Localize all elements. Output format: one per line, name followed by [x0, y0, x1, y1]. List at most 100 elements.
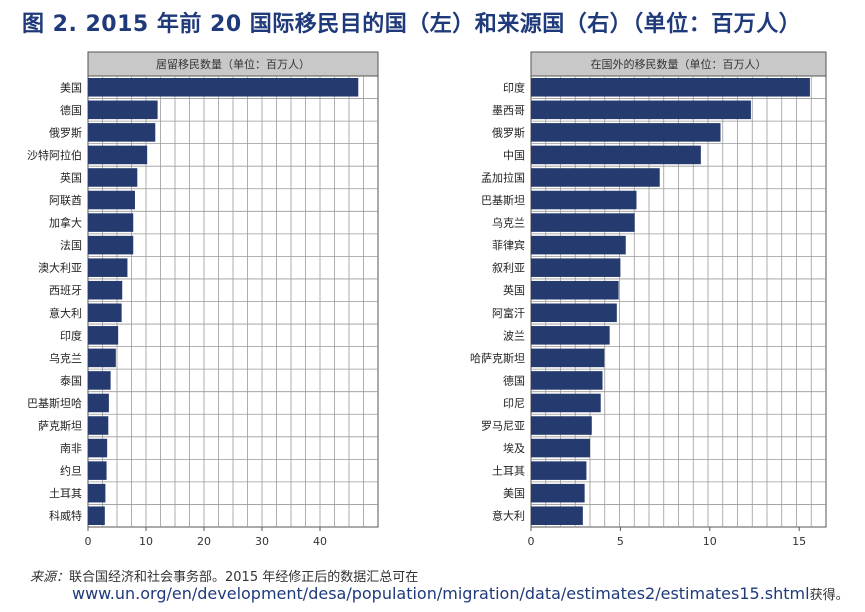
- left-bar: [88, 123, 156, 142]
- left-tick-label: 10: [139, 535, 153, 548]
- right-bar: [531, 145, 701, 165]
- right-category-label: 埃及: [503, 441, 525, 455]
- right-category-label: 巴基斯坦: [481, 193, 525, 207]
- left-tick-label: 40: [313, 535, 327, 548]
- left-category-label: 法国: [60, 238, 82, 252]
- right-chart-title: 在国外的移民数量（单位：百万人）: [591, 57, 767, 71]
- right-chart-header: [530, 51, 827, 77]
- left-category-label: 沙特阿拉伯: [27, 148, 82, 162]
- source-note: 来源：联合国经济和社会事务部。2015 年经修正后的数据汇总可在: [30, 566, 418, 585]
- left-bar: [88, 235, 134, 255]
- right-bar: [531, 348, 605, 368]
- right-category-label: 意大利: [492, 509, 525, 523]
- right-tick-label: 0: [528, 535, 535, 548]
- right-category-label: 印度: [503, 80, 525, 94]
- right-category-label: 土耳其: [492, 465, 525, 478]
- right-category-label: 美国: [503, 487, 525, 500]
- left-bar: [88, 168, 138, 187]
- right-bar: [531, 371, 603, 390]
- right-category-label: 波兰: [503, 329, 525, 342]
- left-bar: [88, 483, 106, 503]
- left-category-label: 南非: [60, 442, 82, 455]
- right-bar: [531, 235, 626, 255]
- right-tick-label: 5: [617, 535, 624, 548]
- left-category-label: 巴基斯坦哈: [27, 396, 82, 410]
- left-category-label: 科威特: [49, 509, 82, 523]
- left-category-label: 阿联酋: [49, 193, 82, 207]
- right-category-label: 英国: [503, 283, 525, 297]
- source-text: 联合国经济和社会事务部。2015 年经修正后的数据汇总可在: [69, 570, 419, 585]
- source-url-suffix: 获得。: [809, 588, 849, 603]
- right-bar: [531, 326, 610, 345]
- left-category-label: 美国: [60, 81, 82, 94]
- left-category-label: 约旦: [60, 465, 82, 478]
- right-bar: [531, 100, 751, 120]
- left-chart-header: [87, 51, 379, 77]
- right-category-label: 乌克兰: [492, 216, 525, 230]
- left-tick-label: 0: [85, 535, 92, 548]
- left-category-label: 加拿大: [49, 216, 82, 230]
- left-bar: [88, 393, 109, 413]
- left-category-label: 澳大利亚: [38, 261, 82, 275]
- left-bar: [88, 461, 107, 480]
- left-category-label: 西班牙: [49, 284, 82, 297]
- right-category-label: 墨西哥: [492, 104, 525, 117]
- left-bar: [88, 506, 105, 525]
- right-bar: [531, 461, 587, 480]
- right-bar: [531, 393, 601, 413]
- source-label: 来源：: [30, 570, 70, 585]
- left-category-label: 泰国: [60, 373, 82, 387]
- right-bar: [531, 168, 660, 187]
- left-category-label: 乌克兰: [49, 351, 82, 365]
- right-bar: [531, 78, 810, 97]
- right-bar: [531, 506, 583, 525]
- left-bar: [88, 78, 359, 97]
- right-category-label: 俄罗斯: [492, 126, 525, 139]
- left-category-label: 俄罗斯: [49, 126, 82, 139]
- left-bar: [88, 438, 108, 458]
- right-category-label: 阿富汗: [492, 306, 525, 320]
- right-category-label: 哈萨克斯坦: [470, 351, 525, 365]
- left-category-label: 意大利: [49, 306, 82, 320]
- left-bar: [88, 416, 109, 435]
- right-category-label: 孟加拉国: [481, 170, 525, 184]
- right-bar: [531, 123, 721, 142]
- left-chart-title: 居留移民数量（单位：百万人）: [156, 57, 310, 71]
- right-bar: [531, 416, 592, 435]
- left-bar: [88, 303, 122, 323]
- right-category-label: 印尼: [503, 397, 525, 410]
- left-bar: [88, 100, 158, 120]
- right-category-label: 罗马尼亚: [481, 420, 525, 433]
- right-bar: [531, 483, 585, 503]
- left-tick-label: 20: [197, 535, 211, 548]
- left-tick-label: 30: [255, 535, 269, 548]
- right-bar: [531, 280, 619, 300]
- left-category-label: 萨克斯坦: [38, 419, 82, 433]
- left-bar: [88, 145, 148, 165]
- left-bar: [88, 348, 116, 368]
- right-bar: [531, 258, 621, 277]
- right-bar: [531, 303, 617, 323]
- left-bar: [88, 326, 119, 345]
- left-category-label: 印度: [60, 328, 82, 342]
- right-category-label: 德国: [503, 373, 525, 387]
- right-bar: [531, 438, 590, 458]
- source-url-line: www.un.org/en/development/desa/populatio…: [72, 584, 849, 603]
- left-bar: [88, 213, 134, 232]
- left-bar: [88, 280, 123, 300]
- left-category-label: 德国: [60, 103, 82, 117]
- left-bar: [88, 371, 111, 390]
- right-bar: [531, 190, 637, 210]
- left-bar: [88, 190, 135, 210]
- right-tick-label: 10: [703, 535, 717, 548]
- right-category-label: 中国: [503, 149, 525, 162]
- right-category-label: 菲律宾: [492, 238, 525, 252]
- right-category-label: 叙利亚: [492, 261, 525, 275]
- right-tick-label: 15: [792, 535, 806, 548]
- left-bar: [88, 258, 128, 277]
- left-category-label: 英国: [60, 170, 82, 184]
- left-category-label: 土耳其: [49, 487, 82, 500]
- source-url[interactable]: www.un.org/en/development/desa/populatio…: [72, 584, 810, 603]
- figure-title: 图 2. 2015 年前 20 国际移民目的国（左）和来源国（右）（单位：百万人…: [22, 12, 802, 37]
